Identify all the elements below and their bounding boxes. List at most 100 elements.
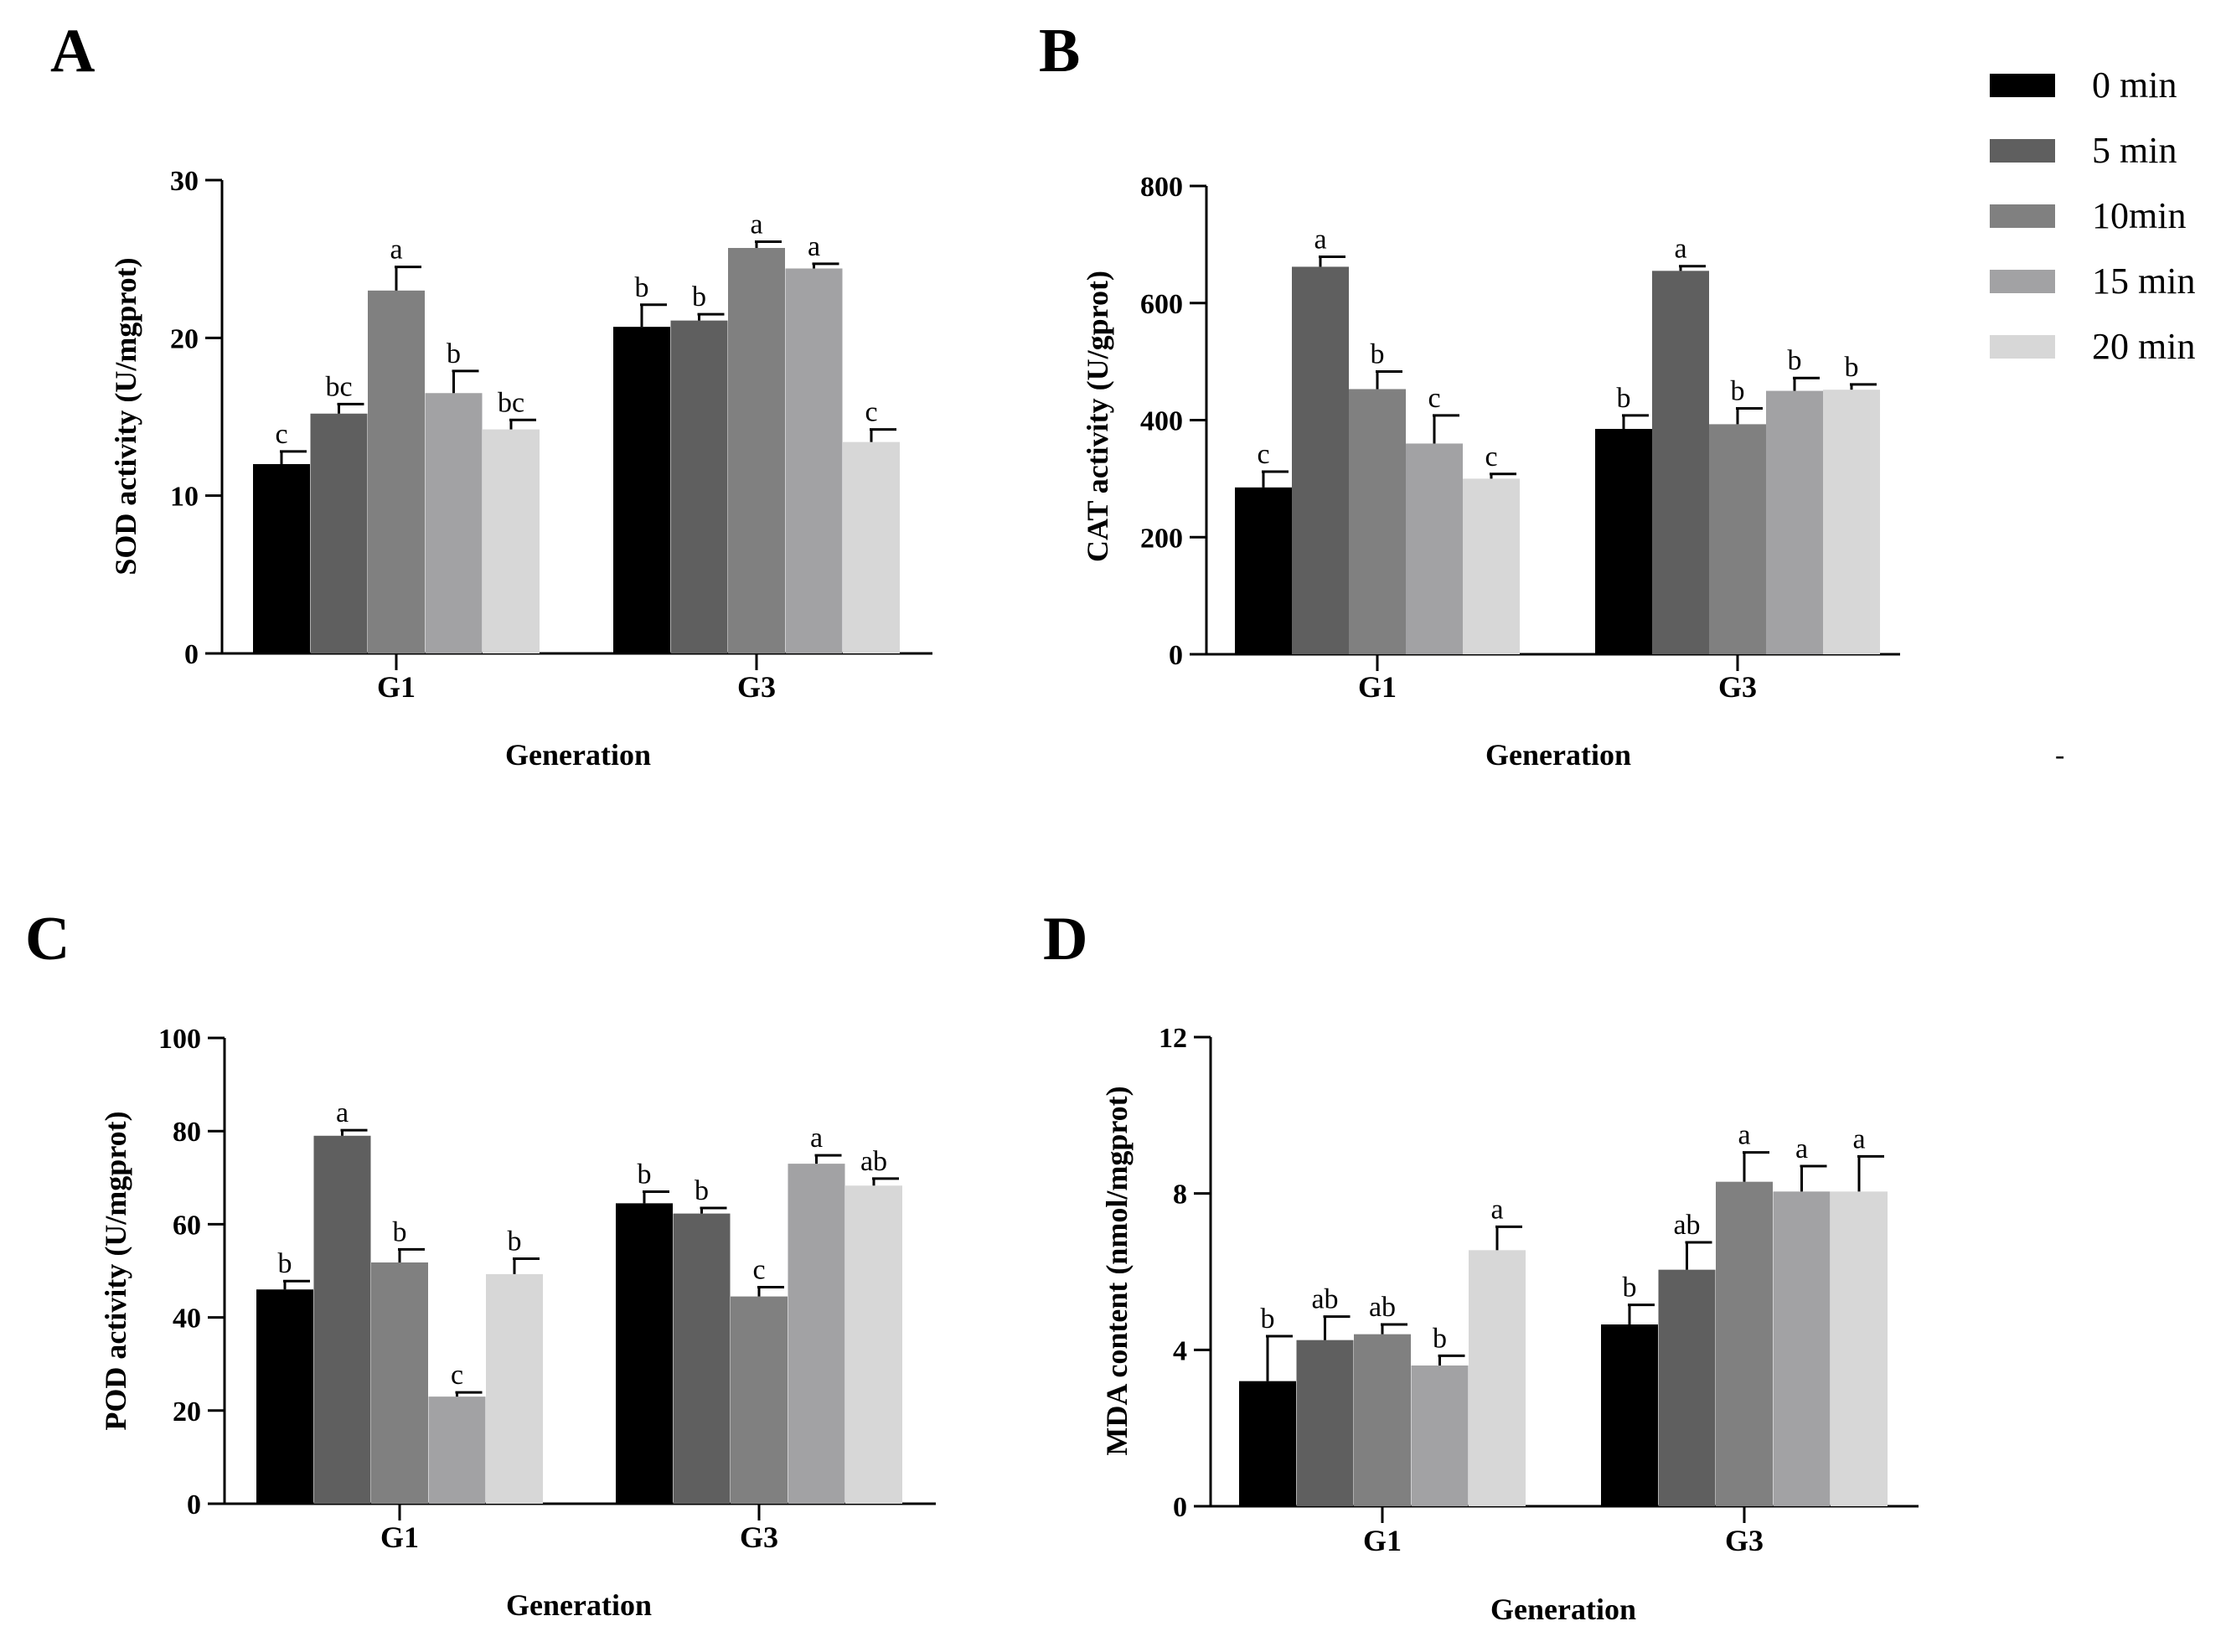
legend-label: 20 min (2092, 326, 2195, 367)
y-tick-label: 0 (1169, 640, 1183, 671)
significance-label: b (1845, 352, 1859, 383)
significance-label: c (275, 419, 287, 450)
legend-label: 15 min (2092, 261, 2195, 302)
y-tick-label: 400 (1140, 406, 1183, 437)
bar (1296, 1340, 1354, 1506)
bar (1411, 1365, 1469, 1506)
bar (253, 464, 310, 653)
significance-label: b (278, 1248, 292, 1279)
x-tick-label: G1 (1358, 670, 1397, 704)
panel-letter-a: A (50, 17, 95, 85)
panel-a: A 0 10 20 30 SOD activity (U/mgprot) Generatio… (50, 17, 932, 772)
bar (1652, 271, 1709, 654)
significance-label: b (1731, 376, 1745, 407)
bar (1716, 1181, 1773, 1506)
panel-c: C 0 20 40 60 80 100 POD activity (U/mgprot) Gene… (25, 905, 936, 1622)
y-tick-label: 10 (170, 482, 199, 513)
x-tick-label: G3 (737, 670, 776, 704)
legend-label: 0 min (2092, 65, 2177, 106)
x-tick-label: G1 (1363, 1524, 1402, 1557)
bar (425, 393, 483, 653)
significance-label: b (635, 272, 649, 303)
panel-d: D 0 4 8 12 MDA content (nmol/mgprot) Generatio… (1043, 905, 1919, 1626)
y-tick-label: 0 (1173, 1492, 1187, 1523)
bar (1463, 478, 1520, 654)
significance-label: a (810, 1123, 823, 1154)
bar (313, 1135, 371, 1504)
significance-label: c (451, 1360, 463, 1391)
x-axis-label: Generation (1490, 1593, 1636, 1626)
y-tick-label: 20 (170, 323, 199, 354)
y-tick-label: 40 (173, 1304, 201, 1335)
bar (1766, 390, 1823, 654)
x-tick-label: G3 (1725, 1524, 1764, 1557)
significance-label: c (1428, 383, 1440, 414)
y-tick-label: 20 (173, 1396, 201, 1427)
significance-label: ab (1673, 1210, 1700, 1241)
y-tick-label: 0 (184, 639, 199, 670)
significance-label: b (447, 338, 461, 369)
bar (670, 320, 728, 653)
y-tick-label: 60 (173, 1210, 201, 1241)
y-axis-label: SOD activity (U/mgprot) (109, 257, 142, 575)
bar (1292, 266, 1349, 654)
bar (1349, 389, 1406, 654)
legend-swatch (1990, 204, 2055, 228)
significance-label: c (865, 397, 877, 428)
significance-label: b (692, 281, 706, 312)
bar (613, 327, 670, 653)
bar (371, 1262, 428, 1504)
y-tick-label: 80 (173, 1117, 201, 1148)
bar (1235, 487, 1292, 654)
bar (616, 1203, 673, 1504)
bar (1773, 1191, 1831, 1506)
bar (1658, 1269, 1716, 1506)
y-tick-label: 0 (187, 1489, 201, 1520)
y-tick-label: 4 (1173, 1335, 1187, 1366)
significance-label: b (1433, 1323, 1447, 1354)
y-axis-label: CAT activity (U/gprot) (1081, 271, 1114, 562)
bar (673, 1213, 731, 1504)
bar (1239, 1381, 1296, 1506)
y-tick-label: 12 (1159, 1023, 1187, 1054)
significance-label: c (752, 1254, 765, 1285)
significance-label: ab (860, 1146, 887, 1177)
x-tick-label: G1 (380, 1520, 419, 1554)
bar (483, 429, 540, 653)
y-tick-label: 800 (1140, 172, 1183, 203)
bar (845, 1185, 902, 1504)
bar (1823, 390, 1880, 654)
bar (428, 1396, 486, 1504)
legend-label: 5 min (2092, 130, 2177, 171)
significance-label: bc (498, 387, 524, 418)
significance-label: b (508, 1226, 522, 1257)
significance-label: ab (1311, 1284, 1338, 1315)
significance-label: a (1795, 1133, 1808, 1164)
significance-label: bc (325, 371, 352, 402)
bar (1354, 1334, 1411, 1506)
significance-label: ab (1369, 1292, 1396, 1323)
legend: 0 min 5 min 10min 15 min 20 min (1990, 65, 2195, 367)
panel-letter-d: D (1043, 905, 1087, 973)
significance-label: b (393, 1216, 407, 1247)
significance-label: b (638, 1159, 652, 1190)
bar (256, 1289, 313, 1504)
stray-mark: - (2055, 740, 2064, 771)
significance-label: c (1485, 441, 1497, 472)
y-axis-label: POD activity (U/mgprot) (99, 1111, 132, 1430)
legend-swatch (1990, 139, 2055, 163)
panel-letter-b: B (1039, 17, 1080, 85)
x-tick-label: G1 (377, 670, 416, 704)
y-tick-label: 200 (1140, 523, 1183, 554)
legend-swatch (1990, 74, 2055, 97)
x-axis-label: Generation (506, 1588, 652, 1622)
y-tick-label: 8 (1173, 1180, 1187, 1211)
significance-label: b (1617, 383, 1631, 414)
significance-label: b (1788, 345, 1802, 376)
significance-label: b (695, 1175, 709, 1206)
significance-label: b (1371, 339, 1385, 370)
bar (785, 268, 843, 653)
significance-label: a (336, 1097, 349, 1128)
significance-label: b (1261, 1304, 1275, 1335)
y-tick-label: 600 (1140, 289, 1183, 320)
